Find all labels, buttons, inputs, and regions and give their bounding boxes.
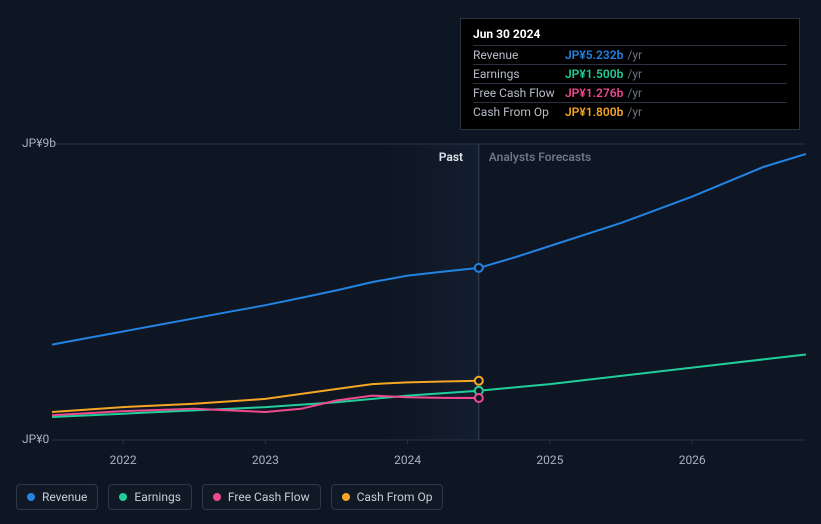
y-axis-label: JP¥0 [22,432,49,446]
tooltip-row: Cash From OpJP¥1.800b/yr [473,102,787,121]
tooltip-row-unit: /yr [627,105,642,119]
legend-label: Cash From Op [357,490,433,504]
legend-dot-icon [213,493,221,501]
x-axis-label: 2023 [252,453,279,467]
legend-item-earnings[interactable]: Earnings [108,484,192,510]
tooltip-row: RevenueJP¥5.232b/yr [473,45,787,64]
tooltip-row-label: Revenue [473,48,565,62]
tooltip-row-label: Free Cash Flow [473,86,565,100]
legend-label: Free Cash Flow [228,490,310,504]
x-axis-label: 2024 [394,453,421,467]
tooltip-row-unit: /yr [627,67,642,81]
legend-item-revenue[interactable]: Revenue [16,484,98,510]
tooltip-row-label: Cash From Op [473,105,565,119]
legend-label: Revenue [42,490,87,504]
tooltip-row: EarningsJP¥1.500b/yr [473,64,787,83]
x-axis-label: 2026 [679,453,706,467]
legend-dot-icon [27,493,35,501]
marker-fcf [475,394,483,402]
x-axis-label: 2025 [536,453,563,467]
legend-item-cfo[interactable]: Cash From Op [331,484,444,510]
tooltip-row-value: JP¥1.276b [565,86,623,100]
legend-dot-icon [119,493,127,501]
chart-tooltip: Jun 30 2024 RevenueJP¥5.232b/yrEarningsJ… [460,18,800,130]
y-axis-label: JP¥9b [22,136,56,150]
tooltip-row-unit: /yr [627,48,642,62]
tooltip-date: Jun 30 2024 [473,27,787,45]
tooltip-row-value: JP¥5.232b [565,48,623,62]
marker-cfo [475,377,483,385]
tooltip-row-unit: /yr [627,86,642,100]
tooltip-row-value: JP¥1.800b [565,105,623,119]
tooltip-rows: RevenueJP¥5.232b/yrEarningsJP¥1.500b/yrF… [473,45,787,121]
x-axis-label: 2022 [110,453,137,467]
chart-legend: Revenue Earnings Free Cash Flow Cash From O… [16,484,443,510]
marker-revenue [475,264,483,272]
tooltip-row: Free Cash FlowJP¥1.276b/yr [473,83,787,102]
legend-dot-icon [342,493,350,501]
legend-item-fcf[interactable]: Free Cash Flow [202,484,321,510]
forecast-section-label: Analysts Forecasts [489,150,591,164]
tooltip-row-value: JP¥1.500b [565,67,623,81]
financials-chart: Past Analysts Forecasts Jun 30 2024 Reve… [0,0,821,524]
legend-label: Earnings [134,490,181,504]
past-section-label: Past [439,150,463,164]
tooltip-row-label: Earnings [473,67,565,81]
